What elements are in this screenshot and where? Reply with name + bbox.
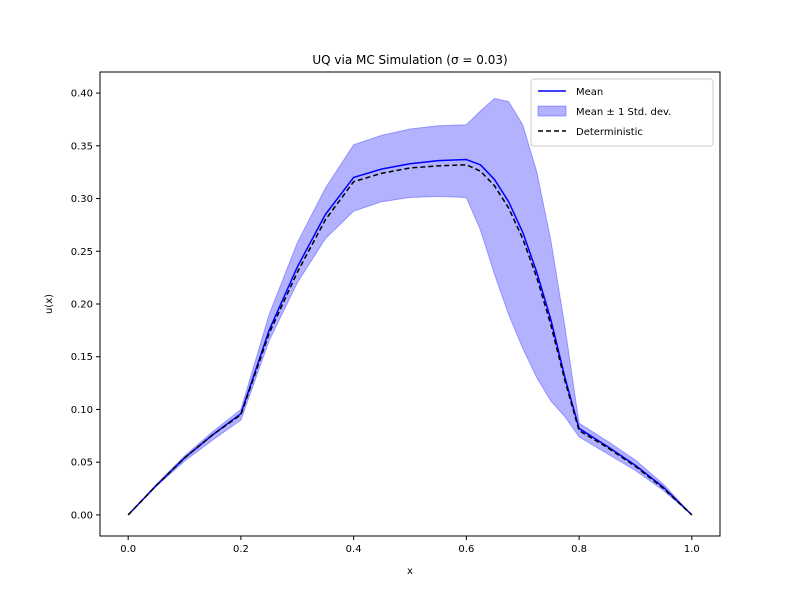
legend-band-label: Mean ± 1 Std. dev.	[576, 107, 671, 118]
chart-title: UQ via MC Simulation (σ = 0.03)	[312, 53, 507, 67]
legend: Mean Mean ± 1 Std. dev. Deterministic	[530, 78, 714, 147]
y-axis-label: u(x)	[44, 294, 55, 314]
x-tick-label: 0.6	[458, 544, 474, 555]
x-tick-label: 0.0	[120, 544, 136, 555]
x-tick-label: 0.8	[571, 544, 587, 555]
x-tick-label: 0.4	[346, 544, 362, 555]
y-tick-label: 0.15	[71, 352, 93, 363]
y-tick-label: 0.40	[71, 89, 93, 100]
legend-mean-label: Mean	[576, 87, 603, 98]
y-tick-label: 0.25	[71, 247, 93, 258]
legend-box	[530, 78, 714, 147]
x-tick-label: 1.0	[684, 544, 700, 555]
y-tick-label: 0.05	[71, 458, 93, 469]
y-tick-label: 0.35	[71, 141, 93, 152]
legend-band-swatch	[537, 105, 567, 117]
y-tick-label: 0.00	[71, 510, 93, 521]
x-axis-label: x	[407, 566, 413, 577]
y-tick-label: 0.20	[71, 300, 93, 311]
y-tick-label: 0.30	[71, 194, 93, 205]
legend-deterministic-label: Deterministic	[576, 127, 643, 138]
y-tick-label: 0.10	[71, 405, 93, 416]
x-tick-label: 0.2	[233, 544, 249, 555]
